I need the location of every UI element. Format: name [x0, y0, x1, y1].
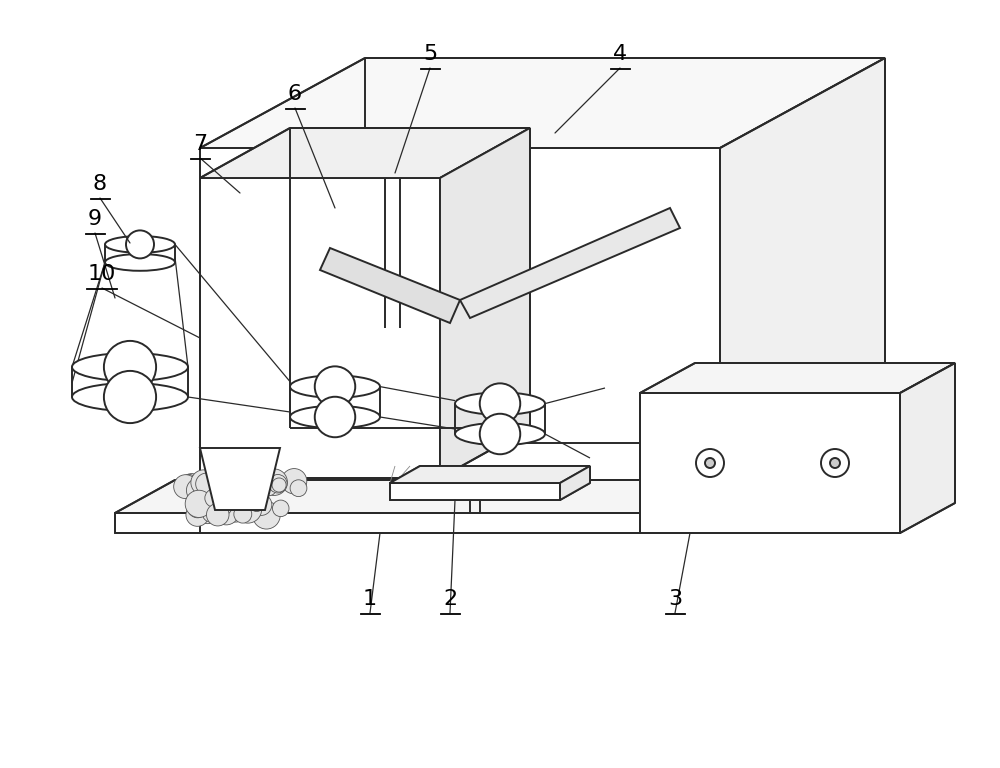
Circle shape	[239, 478, 260, 498]
Circle shape	[248, 474, 269, 495]
Circle shape	[251, 494, 272, 515]
Circle shape	[174, 475, 198, 498]
Ellipse shape	[105, 254, 175, 271]
Circle shape	[480, 414, 520, 454]
Circle shape	[247, 502, 262, 518]
Circle shape	[213, 498, 239, 525]
Circle shape	[195, 495, 217, 516]
Circle shape	[234, 495, 262, 523]
Polygon shape	[115, 513, 735, 533]
Circle shape	[210, 485, 234, 509]
Circle shape	[237, 488, 251, 502]
Ellipse shape	[290, 376, 380, 398]
Text: 2: 2	[443, 589, 457, 609]
Ellipse shape	[105, 236, 175, 253]
Circle shape	[215, 495, 237, 517]
Circle shape	[217, 493, 242, 519]
Circle shape	[705, 458, 715, 468]
Text: 10: 10	[88, 264, 116, 284]
Polygon shape	[900, 363, 955, 533]
Ellipse shape	[72, 383, 188, 411]
Circle shape	[216, 470, 240, 494]
Circle shape	[186, 503, 209, 526]
Polygon shape	[720, 58, 885, 533]
Ellipse shape	[72, 353, 188, 381]
Circle shape	[194, 479, 209, 495]
Circle shape	[208, 501, 232, 525]
Text: 6: 6	[288, 84, 302, 104]
Circle shape	[281, 468, 307, 494]
Text: 9: 9	[88, 209, 102, 229]
Circle shape	[180, 475, 198, 492]
Circle shape	[191, 496, 211, 515]
Circle shape	[269, 475, 287, 493]
Circle shape	[238, 493, 252, 508]
Text: 3: 3	[668, 589, 682, 609]
Circle shape	[104, 371, 156, 423]
Circle shape	[245, 472, 270, 497]
Circle shape	[186, 478, 211, 502]
Circle shape	[202, 505, 220, 522]
Polygon shape	[735, 480, 795, 533]
Polygon shape	[115, 480, 795, 513]
Polygon shape	[440, 128, 530, 478]
Circle shape	[213, 467, 241, 495]
Circle shape	[315, 366, 355, 407]
Circle shape	[104, 341, 156, 393]
Polygon shape	[560, 466, 590, 500]
Polygon shape	[200, 448, 280, 510]
Circle shape	[205, 489, 223, 507]
Circle shape	[830, 458, 840, 468]
Circle shape	[188, 498, 208, 518]
Circle shape	[185, 490, 212, 518]
Text: 1: 1	[363, 589, 377, 609]
Circle shape	[261, 469, 287, 495]
Circle shape	[253, 502, 280, 529]
Text: 5: 5	[423, 44, 437, 64]
Circle shape	[246, 502, 262, 518]
Circle shape	[208, 485, 235, 511]
Polygon shape	[390, 466, 590, 483]
Circle shape	[225, 502, 246, 522]
Ellipse shape	[290, 406, 380, 429]
Text: 7: 7	[193, 134, 207, 154]
Polygon shape	[460, 208, 680, 318]
Circle shape	[196, 473, 217, 495]
Circle shape	[290, 480, 307, 497]
Ellipse shape	[455, 392, 545, 415]
Polygon shape	[640, 393, 900, 533]
Circle shape	[272, 500, 289, 517]
Circle shape	[180, 474, 203, 496]
Circle shape	[229, 479, 246, 496]
Circle shape	[315, 397, 355, 437]
Polygon shape	[640, 363, 955, 393]
Ellipse shape	[455, 423, 545, 445]
Circle shape	[480, 383, 520, 424]
Circle shape	[821, 449, 849, 477]
Circle shape	[272, 478, 286, 492]
Circle shape	[198, 505, 217, 524]
Circle shape	[696, 449, 724, 477]
Circle shape	[246, 475, 261, 491]
Polygon shape	[200, 128, 530, 178]
Circle shape	[249, 497, 264, 511]
Circle shape	[209, 492, 233, 516]
Text: 8: 8	[93, 174, 107, 194]
Polygon shape	[200, 58, 885, 148]
Text: 4: 4	[613, 44, 627, 64]
Circle shape	[223, 495, 246, 517]
Circle shape	[201, 489, 226, 514]
Circle shape	[235, 492, 252, 509]
Polygon shape	[200, 178, 440, 478]
Polygon shape	[320, 248, 460, 323]
Circle shape	[261, 481, 276, 496]
Circle shape	[126, 230, 154, 258]
Circle shape	[191, 470, 216, 495]
Polygon shape	[390, 483, 560, 500]
Circle shape	[234, 505, 252, 523]
Circle shape	[206, 503, 229, 526]
Polygon shape	[200, 148, 720, 533]
